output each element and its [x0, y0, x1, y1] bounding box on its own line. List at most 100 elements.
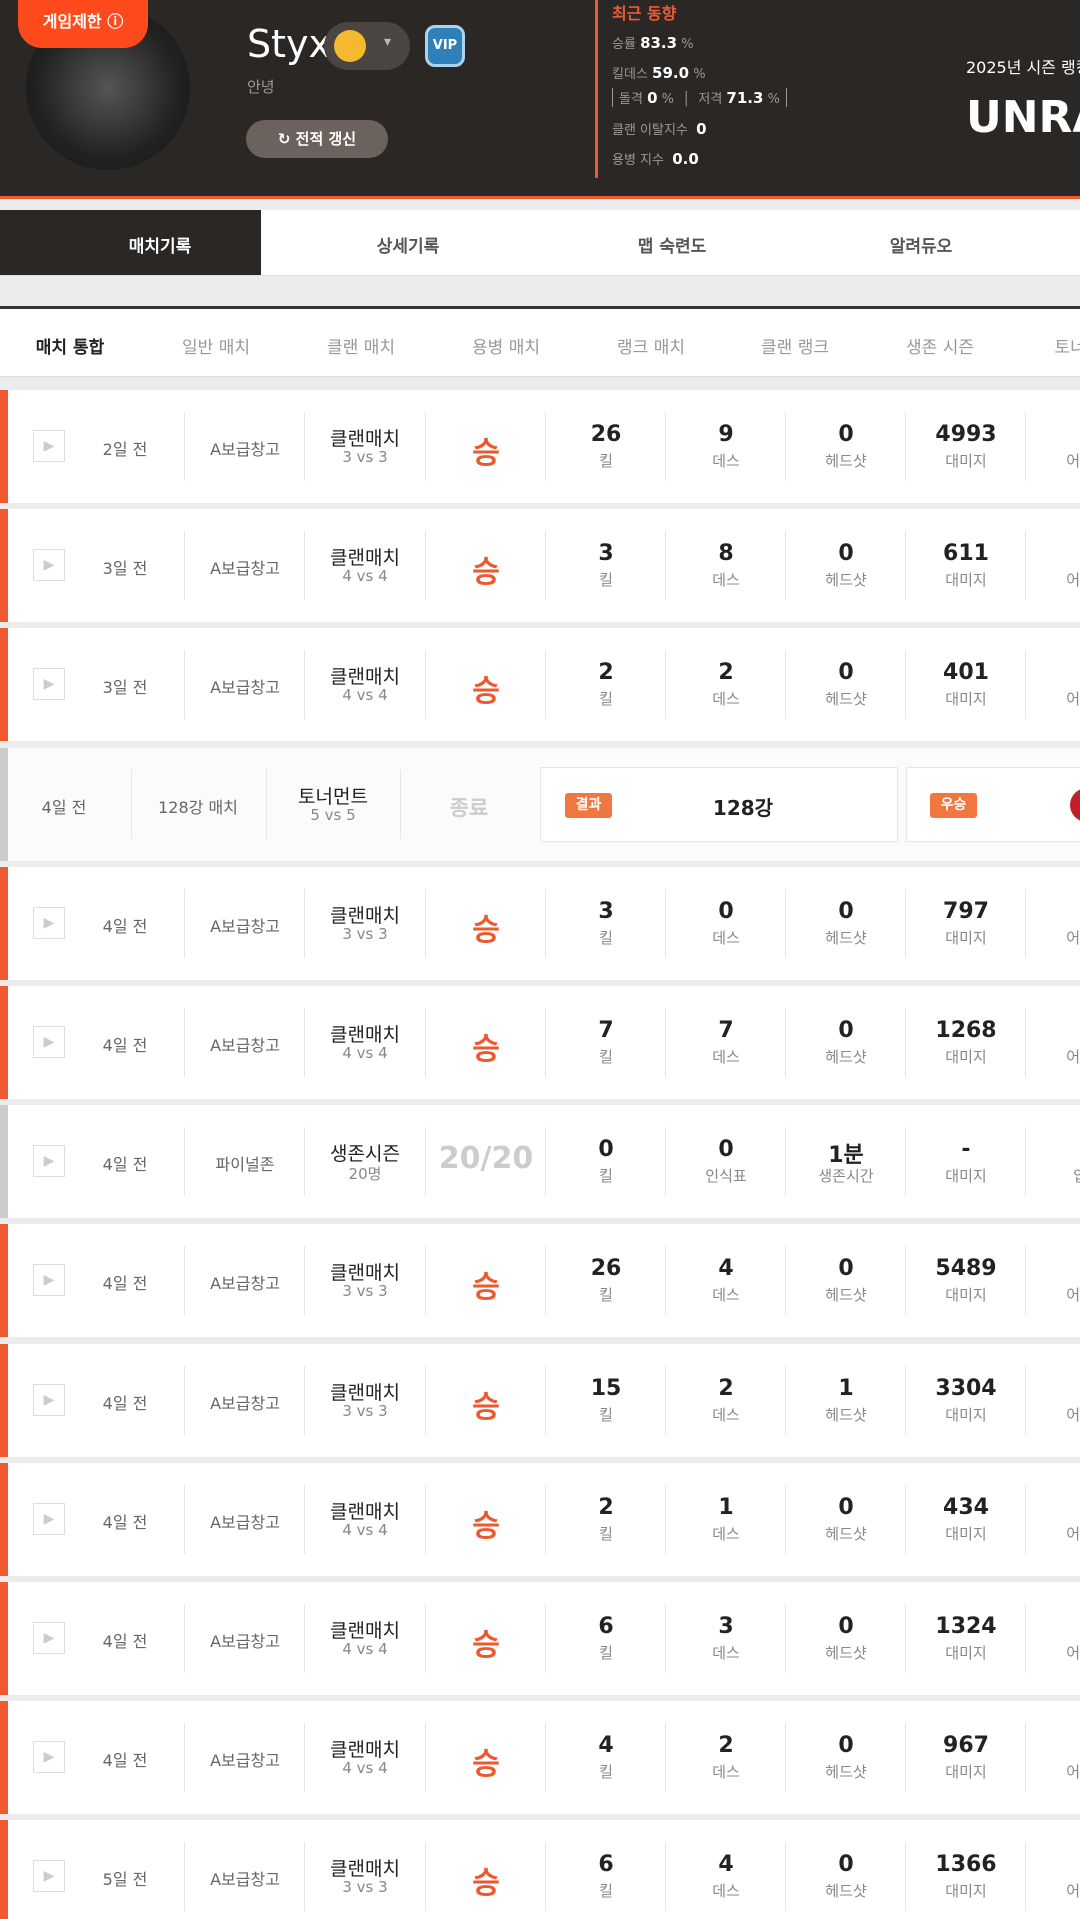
match-map: A보급창고	[210, 1393, 280, 1413]
tab[interactable]: 상세기록	[376, 237, 440, 257]
column-divider	[905, 888, 906, 958]
restriction-badge[interactable]: 게임제한 ⓘ	[18, 0, 148, 48]
win-rate: 승률 83.3 %	[612, 33, 694, 52]
stat-value: 0	[838, 1494, 854, 1520]
column-divider	[304, 531, 305, 601]
column-divider	[1025, 531, 1026, 601]
column-divider	[905, 1842, 906, 1912]
replay-button[interactable]: ▶	[33, 549, 65, 582]
column-divider	[184, 1365, 185, 1435]
match-result: 승	[472, 555, 500, 591]
stat-value: 26	[590, 1256, 622, 1282]
column-divider	[665, 888, 666, 958]
replay-button[interactable]: ▶	[33, 1264, 65, 1297]
filter[interactable]: 클랜 랭크	[761, 338, 829, 358]
replay-button[interactable]: ▶	[33, 1860, 65, 1893]
match-result: 승	[472, 436, 500, 471]
tab[interactable]: 매치기록	[128, 237, 192, 257]
stat-value: 967	[943, 1733, 989, 1759]
clan-leave: 클랜 이탈지수 0	[612, 119, 707, 138]
column-divider	[304, 1008, 305, 1077]
team-emblem	[1070, 787, 1080, 822]
replay-button[interactable]: ▶	[33, 1622, 65, 1654]
filter[interactable]: 클랜 매치	[327, 338, 395, 358]
vip-badge: VIP	[425, 25, 465, 67]
replay-button[interactable]: ▶	[33, 1741, 65, 1774]
column-divider	[304, 1127, 305, 1197]
match-map: A보급창고	[210, 1036, 280, 1055]
replay-button[interactable]: ▶	[33, 1145, 65, 1178]
replay-button[interactable]: ▶	[33, 668, 65, 701]
column-divider	[665, 1484, 666, 1554]
stat-value: 9	[718, 422, 734, 447]
stat-label: 킬	[599, 1882, 613, 1901]
row-accent	[0, 1462, 8, 1576]
match-time: 4일 전	[102, 1155, 148, 1175]
match-time: 4일 전	[102, 1632, 148, 1651]
stat-value: 0	[838, 541, 854, 567]
column-divider	[785, 1842, 786, 1912]
filter[interactable]: 용병 매치	[472, 338, 540, 358]
stat-label: 헤드샷	[825, 571, 867, 590]
stat-label: 인식표	[705, 1167, 747, 1186]
filter[interactable]: 랭크 매치	[617, 338, 685, 358]
refresh-button[interactable]: ↻ 전적 갱신	[246, 120, 388, 158]
row-accent	[0, 1701, 8, 1815]
stat-value: 0	[838, 1018, 854, 1043]
stat-value: 4	[718, 1256, 734, 1282]
stat-label: 데스	[712, 1048, 740, 1066]
emblem-chip[interactable]: ▾	[324, 22, 410, 70]
value: 0	[647, 89, 658, 107]
column-divider	[665, 1246, 666, 1316]
stat-label: 헤드샷	[825, 1644, 867, 1662]
filter[interactable]: 토너	[1054, 338, 1080, 358]
stat-label: 데스	[712, 690, 740, 709]
column-divider	[905, 531, 906, 601]
replay-button[interactable]: ▶	[33, 906, 65, 939]
divider	[595, 0, 598, 178]
row-accent	[0, 986, 8, 1099]
column-divider	[785, 412, 786, 481]
stat-label: 데스	[712, 571, 740, 590]
column-divider	[905, 412, 906, 481]
filter[interactable]: 생존 시즌	[906, 338, 974, 358]
replay-button[interactable]: ▶	[33, 1383, 65, 1416]
column-divider	[184, 1246, 185, 1316]
filter[interactable]: 일반 매치	[182, 338, 250, 358]
replay-button[interactable]: ▶	[33, 430, 65, 462]
match-mode: 클랜매치	[330, 1739, 400, 1762]
stat-label: 헤드샷	[825, 928, 867, 947]
column-divider	[545, 1484, 546, 1554]
column-divider	[131, 769, 132, 839]
tab[interactable]: 알려듀오	[889, 237, 953, 257]
row-accent	[0, 747, 8, 861]
filter[interactable]: 매치 통합	[35, 338, 105, 358]
column-divider	[1025, 1008, 1026, 1077]
unit: %	[767, 92, 780, 107]
match-result: 승	[472, 674, 500, 710]
stat-label: 킬	[599, 1524, 613, 1543]
column-divider	[184, 1127, 185, 1197]
column-divider	[425, 1484, 426, 1554]
label: 킬데스	[612, 67, 648, 82]
tab[interactable]: 맵 숙련도	[637, 237, 707, 257]
replay-button[interactable]: ▶	[33, 1502, 65, 1535]
match-time: 2일 전	[102, 440, 148, 459]
match-size: 4 vs 4	[342, 1044, 388, 1062]
match-time: 5일 전	[102, 1870, 148, 1890]
match-row[interactable]: 4일 전 128강 매치 토너먼트 5 vs 5 종료 결과 128강 우승	[0, 747, 1080, 861]
label: 클랜 이탈지수	[612, 123, 688, 138]
replay-button[interactable]: ▶	[33, 1026, 65, 1058]
